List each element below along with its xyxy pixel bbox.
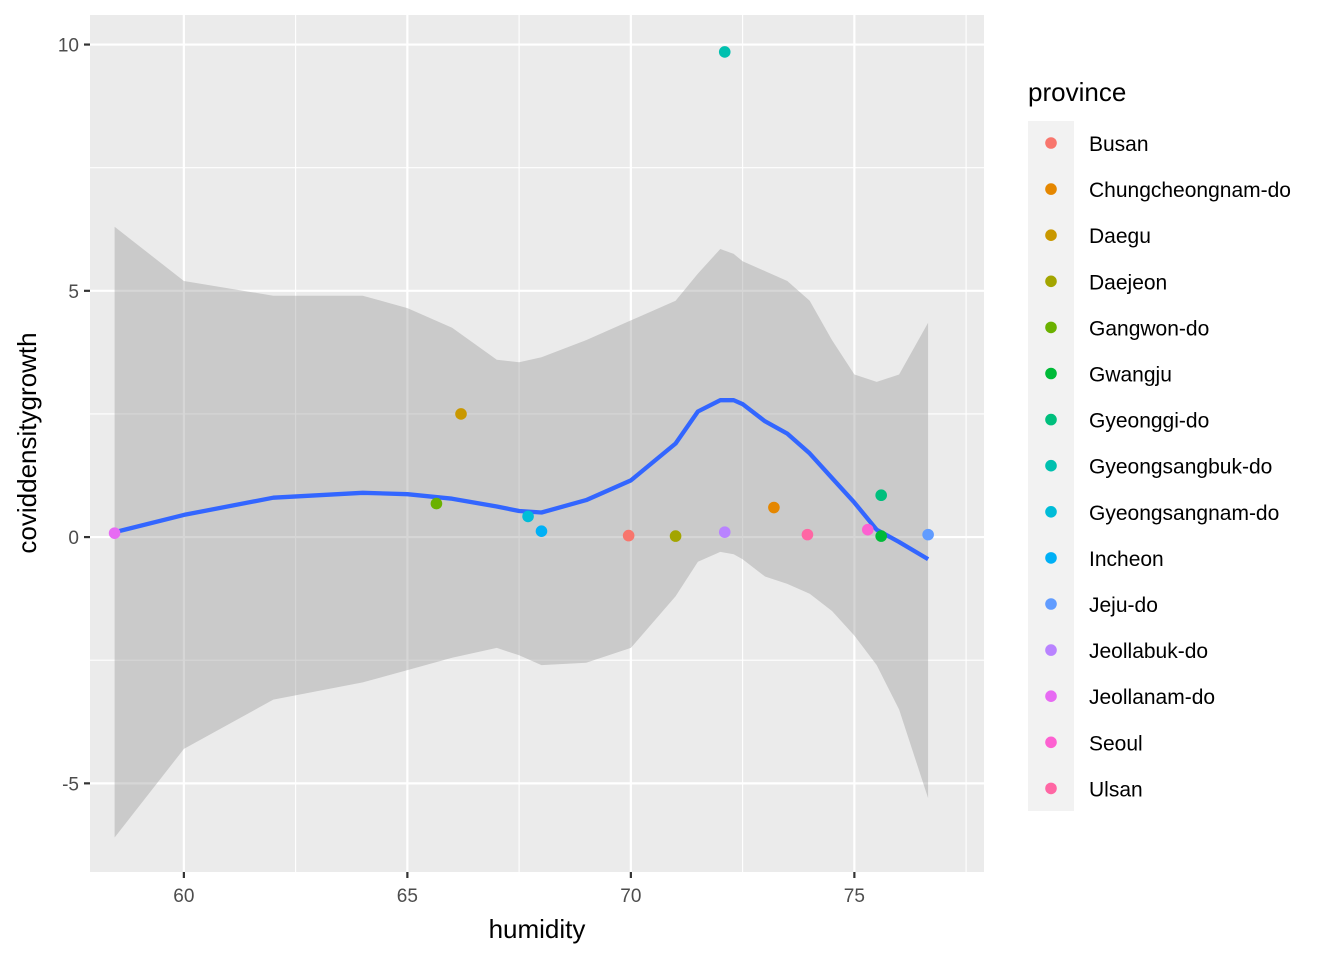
x-tick-label: 65: [397, 886, 418, 907]
data-point: [922, 528, 934, 541]
data-point: [108, 527, 121, 539]
legend-label: Gwangju: [1089, 364, 1172, 387]
confidence-band: [114, 226, 929, 838]
data-point: [669, 530, 682, 542]
y-tick-label: 5: [68, 282, 79, 303]
data-point: [861, 523, 874, 536]
x-tick-label: 75: [844, 886, 865, 907]
confidence-band-area: [114, 226, 929, 838]
legend-label: Jeollanam-do: [1089, 686, 1215, 709]
legend-label: Incheon: [1089, 548, 1164, 571]
legend-key-dot: [1045, 552, 1057, 564]
legend-label: Ulsan: [1089, 778, 1143, 801]
legend-label: Daejeon: [1089, 271, 1167, 294]
smooth-line: [114, 398, 930, 562]
data-points: [108, 46, 934, 542]
legend-label: Seoul: [1089, 732, 1143, 755]
data-point: [801, 528, 814, 541]
plot-panel: [90, 15, 984, 872]
x-tick-label: 70: [620, 886, 641, 907]
legend-label: Gyeonggi-do: [1089, 410, 1209, 433]
data-point: [875, 489, 887, 502]
legend-key-dot: [1045, 321, 1057, 334]
data-point: [768, 501, 780, 514]
x-axis-title: humidity: [489, 914, 586, 944]
y-axis-title: coviddensitygrowth: [12, 332, 42, 553]
legend-key-dot: [1045, 644, 1057, 656]
minor-gridlines: [90, 15, 984, 872]
y-tick-label: 0: [68, 528, 79, 549]
legend-key-dot: [1045, 275, 1057, 288]
data-point: [430, 497, 443, 510]
data-point: [522, 510, 534, 523]
legend-key-dot: [1045, 229, 1057, 241]
x-axis-ticks: 60 65 70 75: [173, 872, 865, 907]
legend-label: Jeju-do: [1089, 594, 1158, 617]
y-tick-label: -5: [62, 774, 79, 795]
legend-key-dot: [1045, 598, 1057, 610]
major-gridlines: [90, 15, 984, 872]
legend: province Busan Chungcheongnam-do Daegu Daej…: [1028, 77, 1291, 811]
data-point: [718, 46, 731, 58]
legend-label: Gyeongsangnam-do: [1089, 502, 1279, 525]
legend-title: province: [1028, 77, 1126, 107]
y-axis-ticks: -5 0 5 10: [58, 36, 90, 795]
data-point: [622, 529, 635, 542]
legend-key-dot: [1045, 459, 1057, 472]
data-point: [718, 526, 731, 538]
legend-key-dot: [1045, 183, 1057, 195]
legend-label: Busan: [1089, 133, 1149, 156]
legend-key-dot: [1045, 506, 1057, 518]
data-point: [875, 530, 887, 542]
legend-label: Jeollabuk-do: [1089, 640, 1208, 663]
legend-key-dot: [1045, 367, 1057, 380]
legend-label: Gangwon-do: [1089, 317, 1209, 340]
legend-label: Chungcheongnam-do: [1089, 179, 1291, 202]
data-point: [535, 525, 548, 537]
legend-key-dot: [1045, 736, 1057, 749]
legend-key-dot: [1045, 782, 1057, 795]
x-tick-label: 60: [173, 886, 194, 907]
legend-items: Busan Chungcheongnam-do Daegu Daejeon Gangwo…: [1045, 133, 1291, 801]
legend-label: Daegu: [1089, 225, 1151, 248]
data-point: [455, 408, 467, 420]
y-tick-label: 10: [58, 36, 79, 57]
legend-key-dot: [1045, 137, 1057, 149]
legend-key-dot: [1045, 690, 1057, 702]
legend-key-dot: [1045, 413, 1057, 426]
smooth-fit-line: [114, 398, 930, 562]
legend-label: Gyeongsangbuk-do: [1089, 456, 1272, 479]
